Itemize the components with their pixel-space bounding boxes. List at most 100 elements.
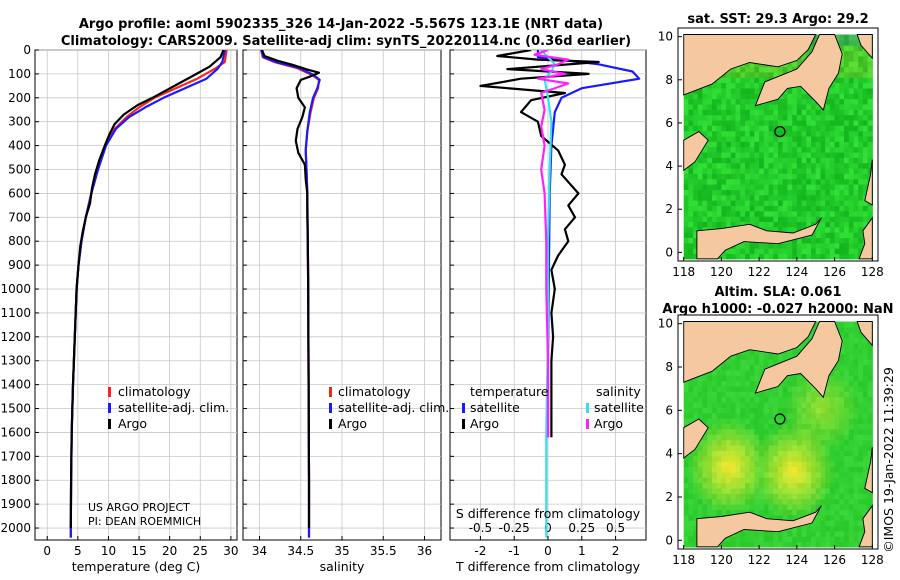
map-cell [754,130,760,137]
map-cell [754,407,760,414]
map-cell [693,402,699,408]
map-cell [801,109,807,116]
map-cell [730,146,737,153]
map-cell [745,130,751,137]
map-cell [792,471,798,478]
map-cell [707,125,713,132]
map-cell [806,184,812,190]
map-cell [862,173,869,180]
map-cell [759,418,765,425]
map-cell [839,221,845,228]
map-cell [858,402,864,408]
map-cell [829,434,836,441]
map-cell [787,226,793,233]
map-cell [745,498,751,505]
map-cell [740,184,746,190]
map-cell [697,455,704,462]
map-cell [782,477,788,484]
map-cell [796,407,803,414]
map-cell [801,119,807,126]
map-cell [862,162,869,169]
map-cell [702,189,708,196]
map-cell [730,375,737,382]
map-cell [829,493,836,500]
map-cell [693,450,699,457]
map-x-tick-label: 118 [672,553,695,567]
map-cell [858,61,864,68]
map-cell [815,146,821,153]
map-cell [716,439,722,446]
map-cell [730,130,737,137]
map-cell [815,498,821,505]
map-cell [773,114,779,121]
map-cell [867,210,873,217]
map-cell [745,152,751,158]
map-cell [806,434,812,441]
map-cell [829,216,836,222]
map-cell [740,109,746,116]
map-cell [768,184,774,190]
map-cell [716,380,722,387]
map-cell [782,407,788,414]
map-cell [730,439,737,446]
map-cell [796,173,803,180]
map-cell [782,493,788,500]
map-cell [688,385,694,392]
map-cell [749,385,755,392]
map-cell [754,82,760,89]
map-cell [782,391,788,398]
map-cell [759,109,765,116]
map-cell [815,418,821,425]
map-cell [858,343,864,349]
map-cell [858,348,864,355]
series-line-argo [260,50,320,528]
map-cell [844,364,850,371]
map-cell [693,205,699,212]
map-cell [702,380,708,387]
map-cell [844,125,850,132]
map-cell [862,200,869,206]
map-cell [745,93,751,100]
map-cell [702,98,708,105]
map-cell [848,87,855,94]
map-cell [749,221,755,228]
map-cell [811,434,817,441]
map-cell [782,114,788,121]
map-cell [829,477,836,484]
map-cell [702,103,708,110]
map-cell [834,98,840,105]
map-x-tick-label: 120 [710,265,733,279]
map-cell [759,482,765,489]
map-cell [735,77,741,84]
map-cell [811,232,817,238]
map-cell [745,536,751,543]
map-cell [688,253,694,260]
map-cell [712,221,718,228]
map-cell [759,493,765,500]
map-cell [862,450,869,457]
map-cell [726,200,732,206]
map-cell [716,466,722,473]
map-cell [726,168,732,174]
land-mass [683,131,709,172]
map-cell [778,200,784,206]
map-cell [749,412,755,419]
map-cell [712,450,718,457]
map-cell [759,396,765,403]
map-cell [763,434,770,441]
map-cell [759,194,765,201]
map-cell [693,194,699,201]
map-cell [844,55,850,62]
map-cell [867,423,873,430]
map-cell [839,359,845,366]
map-cell [768,418,774,425]
map-cell [768,141,774,148]
map-cell [693,498,699,505]
map-cell [763,391,770,398]
map-cell [862,178,869,185]
map-cell [834,520,840,526]
map-cell [858,194,864,201]
map-cell [745,530,751,537]
map-cell [806,509,812,516]
